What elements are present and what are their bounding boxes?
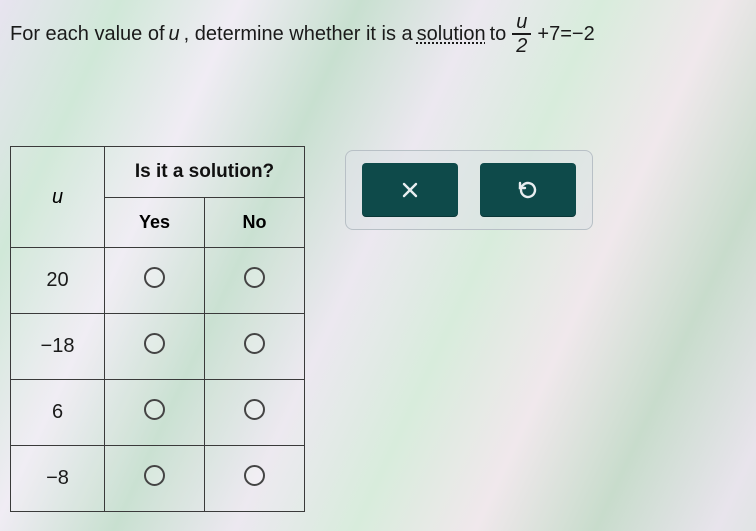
radio-yes[interactable]: [144, 465, 165, 486]
table-row: −8: [11, 446, 305, 512]
cell-no: [205, 446, 305, 512]
prompt-lead: For each value of: [10, 23, 165, 46]
radio-yes[interactable]: [144, 399, 165, 420]
prompt-tail: to: [490, 23, 507, 46]
row-value: −18: [11, 314, 105, 380]
cell-yes: [105, 380, 205, 446]
fraction-numerator: u: [512, 12, 531, 35]
question-prompt: For each value of u , determine whether …: [10, 12, 746, 56]
cell-yes: [105, 314, 205, 380]
fraction-denominator: 2: [516, 35, 527, 56]
radio-yes[interactable]: [144, 333, 165, 354]
close-button[interactable]: [362, 163, 458, 217]
row-value: 6: [11, 380, 105, 446]
table-row: 6: [11, 380, 305, 446]
cell-yes: [105, 248, 205, 314]
undo-icon: [516, 178, 540, 202]
solution-table: u Is it a solution? Yes No 20 −18 6: [10, 146, 305, 512]
radio-no[interactable]: [244, 267, 265, 288]
table-row: −18: [11, 314, 305, 380]
solution-link[interactable]: solution: [417, 23, 486, 46]
radio-no[interactable]: [244, 399, 265, 420]
row-value: 20: [11, 248, 105, 314]
radio-yes[interactable]: [144, 267, 165, 288]
row-value: −8: [11, 446, 105, 512]
prompt-mid: , determine whether it is a: [184, 23, 413, 46]
header-yes: Yes: [105, 198, 205, 248]
equation-rest: +7=−2: [537, 23, 594, 46]
header-no: No: [205, 198, 305, 248]
cell-no: [205, 248, 305, 314]
equation-fraction: u 2: [512, 12, 531, 56]
header-variable: u: [11, 147, 105, 248]
close-icon: [399, 179, 421, 201]
radio-no[interactable]: [244, 333, 265, 354]
radio-no[interactable]: [244, 465, 265, 486]
cell-no: [205, 314, 305, 380]
controls-panel: [345, 150, 593, 230]
prompt-var: u: [169, 23, 180, 46]
cell-yes: [105, 446, 205, 512]
header-question: Is it a solution?: [105, 147, 305, 198]
table-row: 20: [11, 248, 305, 314]
cell-no: [205, 380, 305, 446]
reset-button[interactable]: [480, 163, 576, 217]
